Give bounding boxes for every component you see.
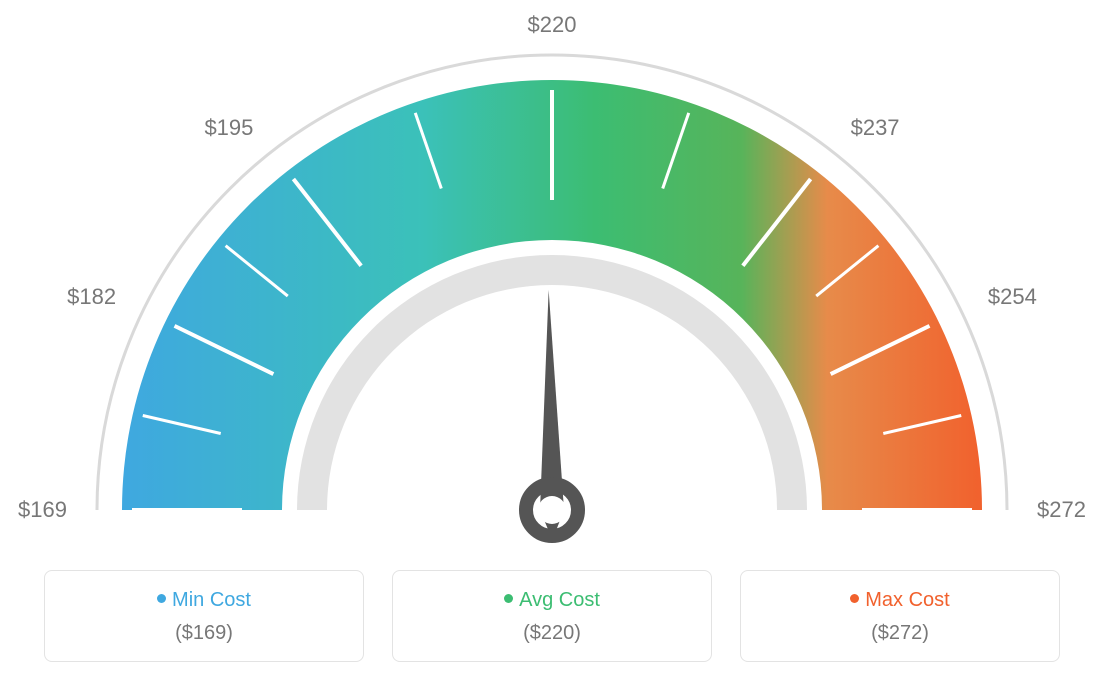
legend-min-label: Min Cost: [172, 589, 251, 611]
gauge-tick-label: $182: [67, 284, 116, 310]
gauge-tick-label: $195: [204, 115, 253, 141]
legend-min-value: ($169): [55, 622, 353, 645]
legend-avg-card: Avg Cost ($220): [392, 570, 712, 662]
legend-max-card: Max Cost ($272): [740, 570, 1060, 662]
gauge-tick-label: $254: [988, 284, 1037, 310]
legend-avg-label: Avg Cost: [519, 589, 600, 611]
legend-min-title: Min Cost: [55, 589, 353, 612]
gauge-tick-label: $169: [18, 497, 67, 523]
legend: Min Cost ($169) Avg Cost ($220) Max Cost…: [20, 570, 1084, 662]
gauge: $169$182$195$220$237$254$272: [20, 20, 1084, 560]
gauge-tick-label: $272: [1037, 497, 1086, 523]
legend-max-value: ($272): [751, 622, 1049, 645]
gauge-tick-label: $220: [528, 12, 577, 38]
dot-icon: [504, 594, 513, 603]
dot-icon: [850, 594, 859, 603]
gauge-tick-label: $237: [851, 115, 900, 141]
chart-container: $169$182$195$220$237$254$272 Min Cost ($…: [20, 20, 1084, 670]
legend-avg-value: ($220): [403, 622, 701, 645]
dot-icon: [157, 594, 166, 603]
legend-max-label: Max Cost: [865, 589, 949, 611]
legend-max-title: Max Cost: [751, 589, 1049, 612]
legend-avg-title: Avg Cost: [403, 589, 701, 612]
legend-min-card: Min Cost ($169): [44, 570, 364, 662]
